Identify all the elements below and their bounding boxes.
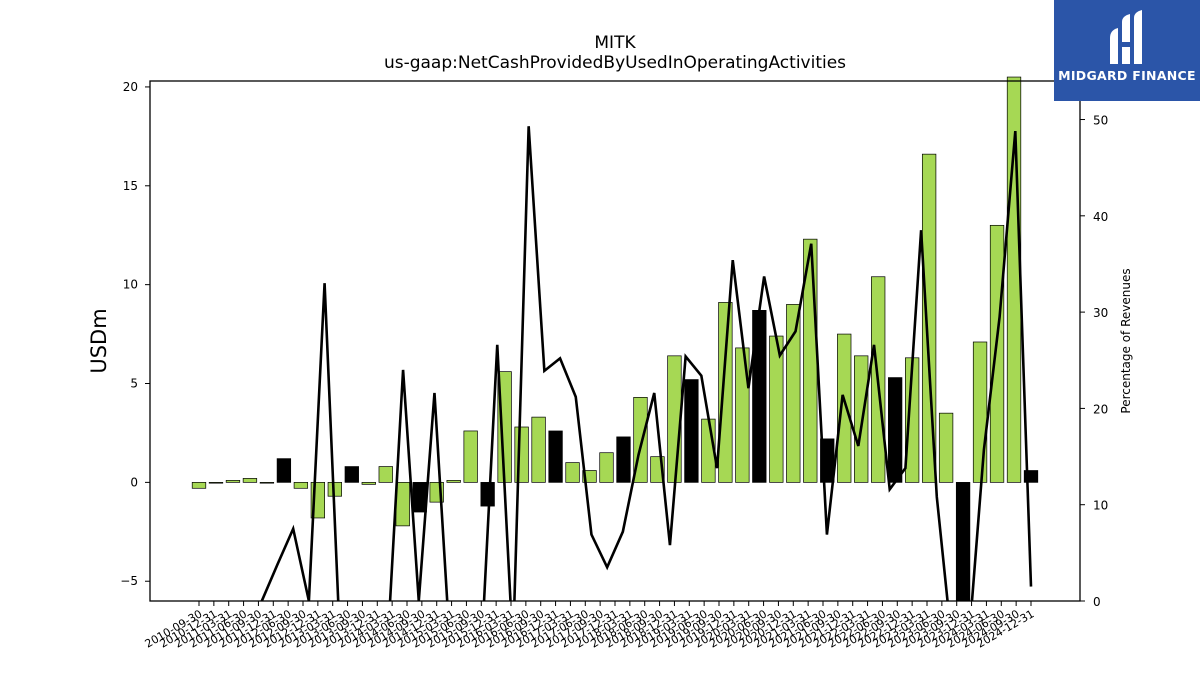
- bar: [463, 430, 478, 483]
- bar: [972, 341, 988, 483]
- bar-series: [191, 76, 1039, 602]
- bar: [769, 335, 784, 483]
- y-axis-label: USDm: [87, 308, 111, 373]
- right-y-axis: 0 10 20 30 40 50: [1080, 114, 1108, 609]
- bar: [225, 480, 241, 483]
- bar: [989, 224, 1005, 483]
- bar: [480, 482, 495, 507]
- bar: [888, 377, 903, 483]
- bar: [718, 302, 733, 483]
- y-tick-label: 10: [123, 278, 138, 292]
- bar: [378, 466, 393, 483]
- y-tick-label: 20: [123, 80, 138, 94]
- bar: [921, 153, 937, 483]
- percentage-line: [260, 126, 1033, 601]
- y-tick-label: −5: [120, 574, 138, 588]
- bar: [599, 452, 614, 483]
- bar: [293, 482, 309, 489]
- y-tick-label: 5: [130, 377, 138, 391]
- chart-subtitle: us-gaap:NetCashProvidedByUsedInOperating…: [384, 53, 846, 73]
- bar: [412, 482, 427, 513]
- bar: [565, 462, 580, 483]
- bar: [1023, 470, 1039, 483]
- bar: [191, 482, 207, 489]
- bar: [531, 416, 546, 483]
- midgard-logo-icon: [1110, 10, 1142, 64]
- y2-tick-label: 0: [1093, 595, 1101, 609]
- bar: [786, 304, 801, 483]
- y2-tick-label: 50: [1093, 114, 1108, 128]
- y2-axis-label: Percentage of Revenues: [1119, 268, 1133, 413]
- y2-tick-label: 40: [1093, 210, 1108, 224]
- bar: [242, 478, 258, 483]
- brand-name: MIDGARD FINANCE: [1058, 68, 1196, 83]
- bar: [259, 482, 275, 484]
- bar: [514, 426, 529, 483]
- x-axis: 2010-09-302010-12-312011-03-312011-06-30…: [143, 601, 1037, 651]
- y2-tick-label: 10: [1093, 499, 1108, 513]
- bar: [837, 333, 852, 483]
- bar: [548, 430, 563, 483]
- brand-logo: MIDGARD FINANCE: [1054, 0, 1200, 101]
- y-tick-label: 15: [123, 179, 138, 193]
- y2-tick-label: 30: [1093, 306, 1108, 320]
- left-y-axis: −5 0 5 10 15 20: [120, 80, 150, 588]
- bar: [395, 482, 410, 527]
- bar: [344, 466, 359, 483]
- bar: [361, 482, 376, 485]
- bar: [938, 412, 954, 483]
- bar: [276, 458, 292, 483]
- bar: [208, 482, 224, 484]
- bar: [446, 480, 461, 483]
- line-series: [260, 126, 1033, 601]
- y2-tick-label: 20: [1093, 402, 1108, 416]
- y-tick-label: 0: [130, 475, 138, 489]
- bar: [616, 436, 631, 483]
- chart-title: MITK: [594, 33, 636, 53]
- bar: [582, 470, 597, 483]
- bar: [955, 482, 971, 602]
- bar: [684, 379, 699, 483]
